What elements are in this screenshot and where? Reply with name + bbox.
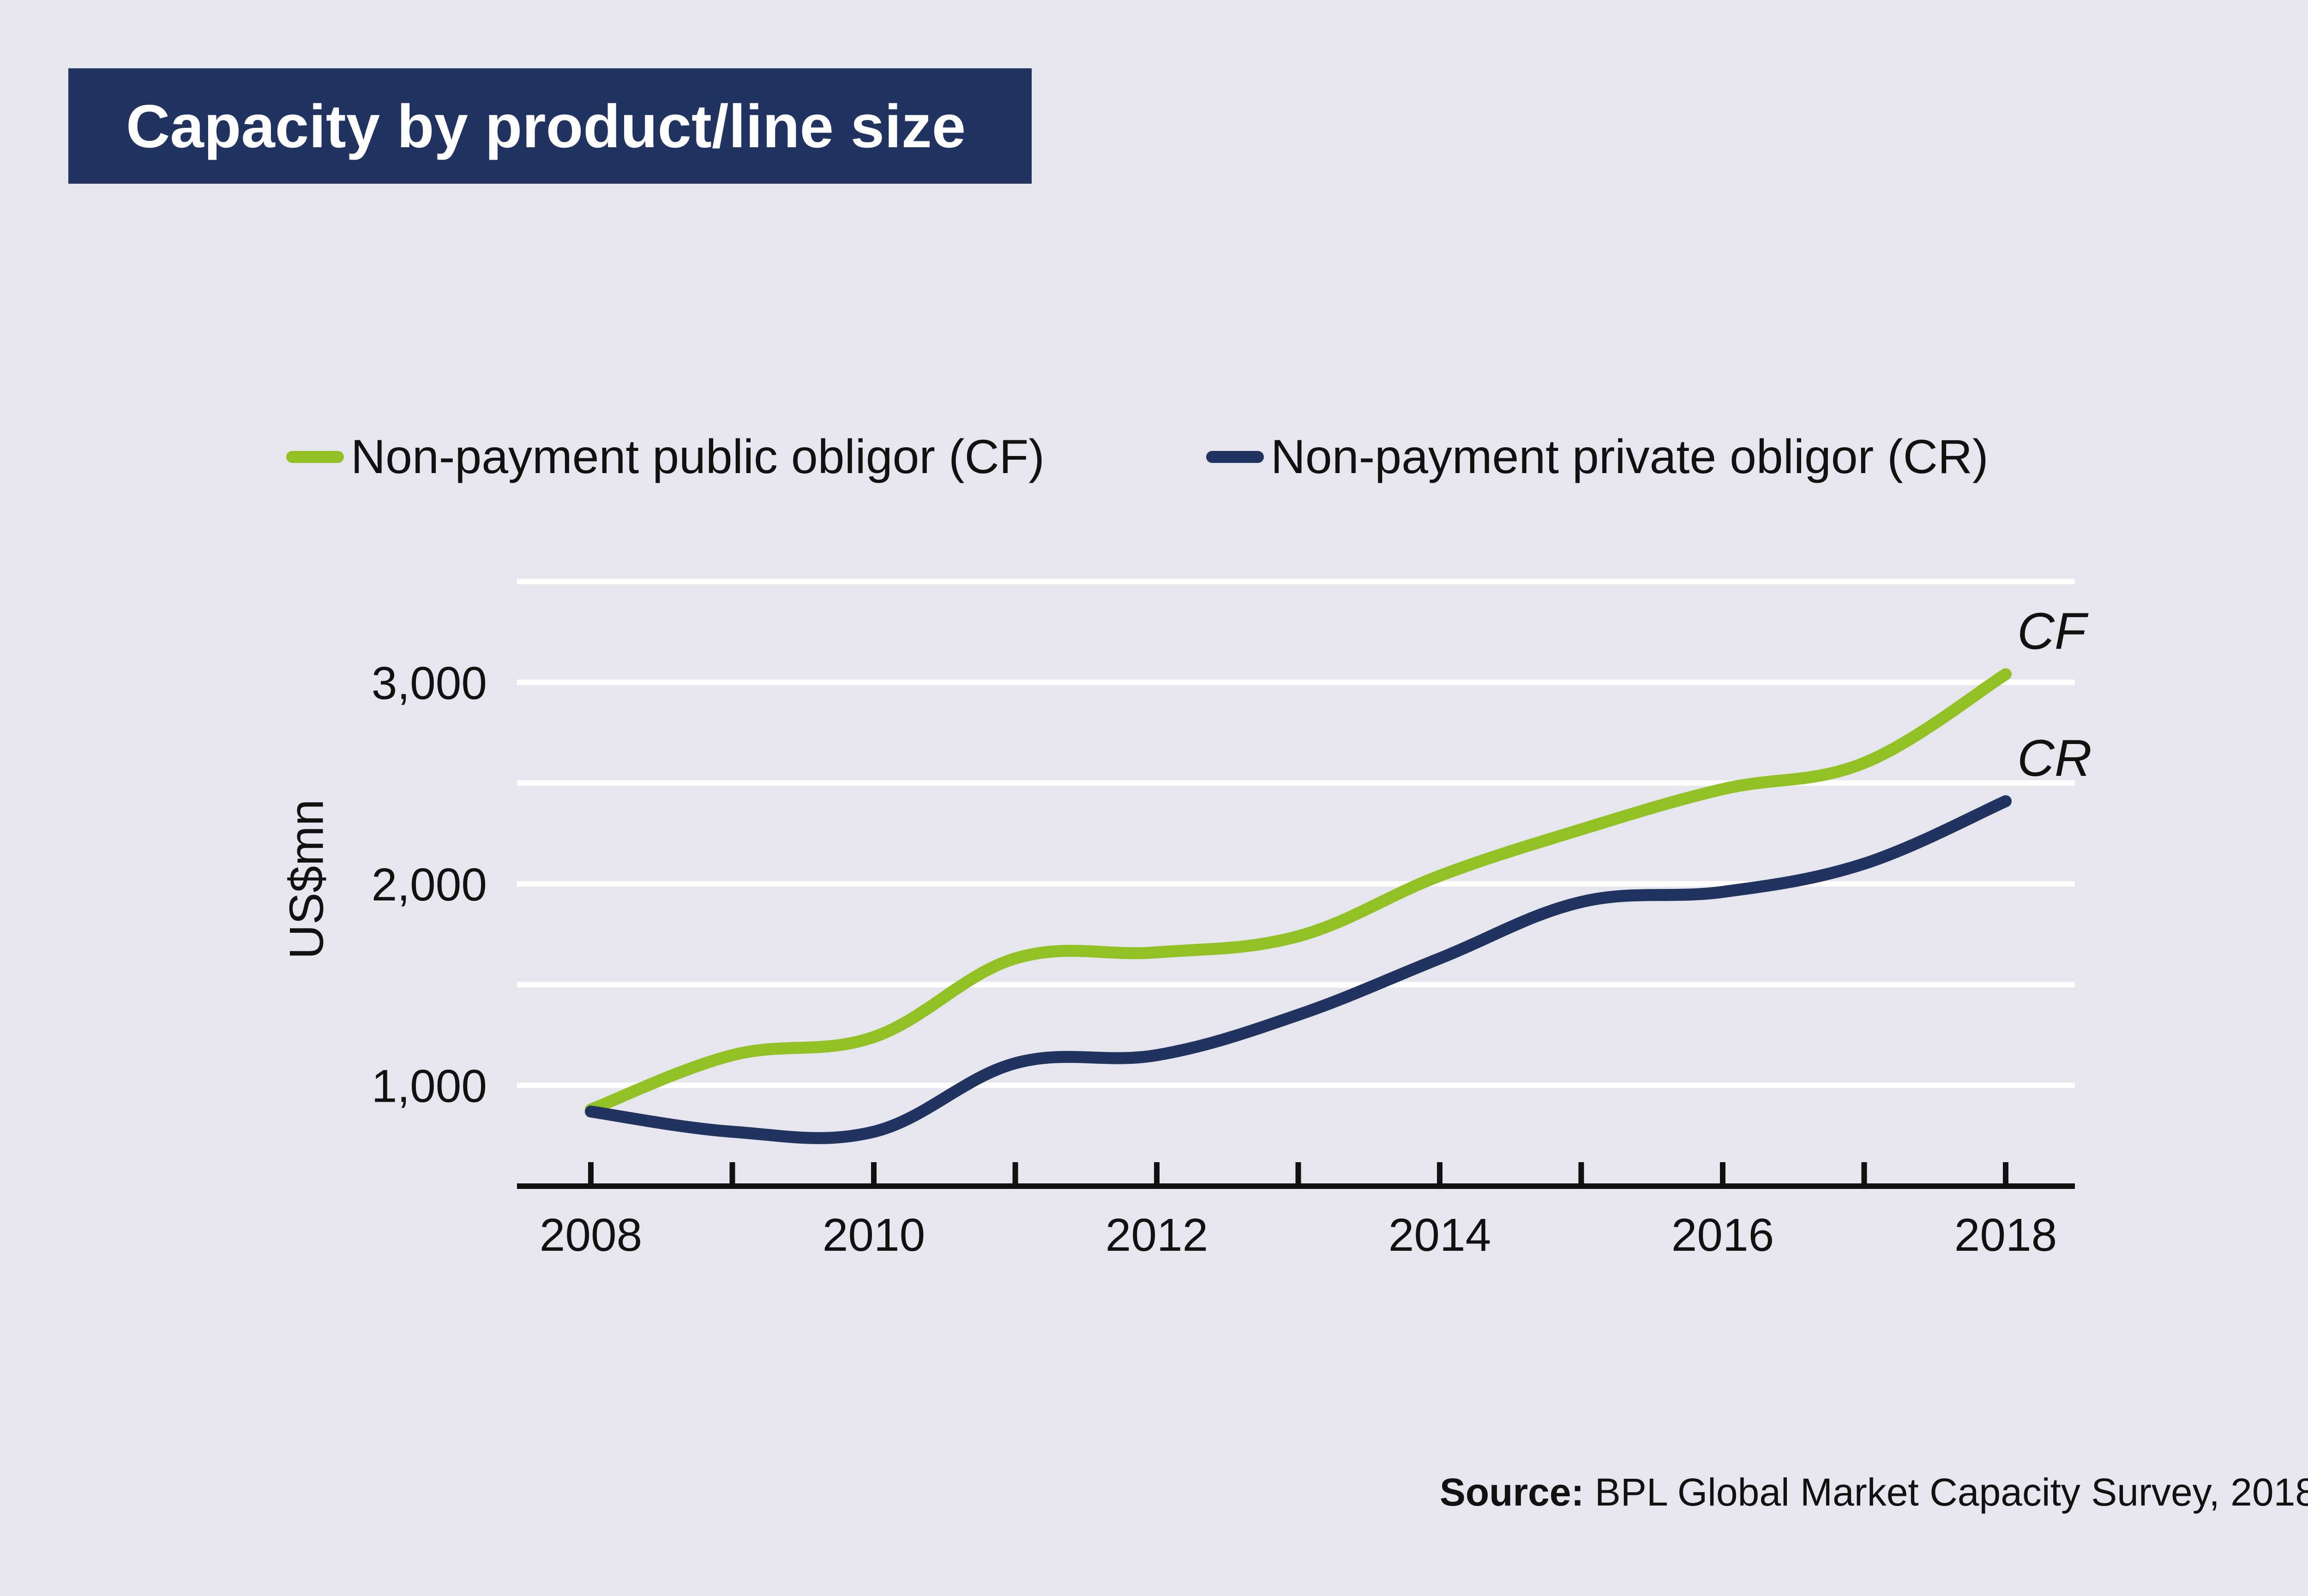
x-tick-label-2010: 2010 xyxy=(823,1209,925,1261)
series-end-label-cf: CF xyxy=(2017,602,2089,660)
x-tick-label-2018: 2018 xyxy=(1954,1209,2057,1261)
source-text: BPL Global Market Capacity Survey, 2018 xyxy=(1594,1470,2308,1514)
y-tick-label-1000: 1,000 xyxy=(372,1061,487,1112)
chart-title-box: Capacity by product/line size xyxy=(68,68,1032,184)
source-label: Source: xyxy=(1439,1470,1584,1514)
legend-item-cr: Non-payment private obligor (CR) xyxy=(1206,430,1989,485)
legend-item-cf: Non-payment public obligor (CF) xyxy=(286,430,1045,485)
legend: Non-payment public obligor (CF) Non-paym… xyxy=(286,429,2150,485)
chart-title: Capacity by product/line size xyxy=(126,92,966,160)
legend-swatch-cr xyxy=(1206,451,1264,463)
source-note: Source: BPL Global Market Capacity Surve… xyxy=(1440,1470,2308,1515)
x-tick-label-2012: 2012 xyxy=(1106,1209,1208,1261)
y-tick-label-2000: 2,000 xyxy=(372,859,487,911)
legend-label-cf: Non-payment public obligor (CF) xyxy=(351,430,1045,484)
series-end-label-cr: CR xyxy=(2017,729,2092,787)
y-tick-label-3000: 3,000 xyxy=(372,657,487,709)
x-tick-label-2014: 2014 xyxy=(1388,1209,1491,1261)
x-tick-label-2016: 2016 xyxy=(1671,1209,1774,1261)
series-line-cf xyxy=(585,668,2012,1116)
legend-swatch-cf xyxy=(286,451,344,463)
x-tick-label-2008: 2008 xyxy=(540,1209,642,1261)
series-line-cr xyxy=(585,795,2012,1144)
legend-label-cr: Non-payment private obligor (CR) xyxy=(1270,430,1989,484)
